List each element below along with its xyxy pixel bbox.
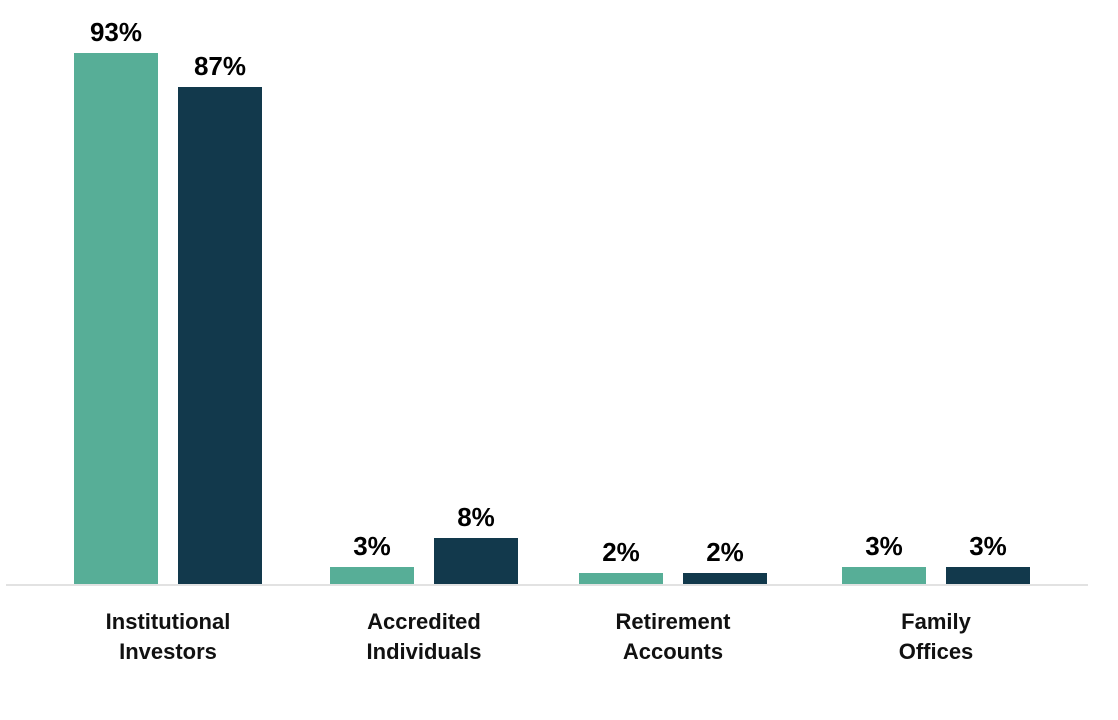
category-label-retirement-accounts: Retirement Accounts [615, 609, 731, 664]
value-label-family-offices-series-teal: 3% [865, 531, 903, 561]
category-label-institutional-investors: Institutional Investors [105, 609, 231, 664]
value-label-family-offices-series-navy: 3% [969, 531, 1007, 561]
x-axis-line [6, 584, 1088, 586]
bar-accredited-individuals-series-navy [434, 538, 518, 584]
bar-family-offices-series-teal [842, 567, 926, 584]
value-label-accredited-individuals-series-teal: 3% [353, 531, 391, 561]
bar-institutional-investors-series-navy [178, 87, 262, 584]
bar-family-offices-series-navy [946, 567, 1030, 584]
value-label-institutional-investors-series-teal: 93% [89, 17, 143, 47]
bar-accredited-individuals-series-teal [330, 567, 414, 584]
value-label-retirement-accounts-series-teal: 2% [602, 537, 640, 567]
value-label-institutional-investors-series-navy: 87% [193, 51, 247, 81]
bar-retirement-accounts-series-navy [683, 573, 767, 584]
bar-institutional-investors-series-teal [74, 53, 158, 584]
value-label-accredited-individuals-series-navy: 8% [457, 502, 495, 532]
category-label-accredited-individuals: Accredited Individuals [366, 609, 482, 664]
bar-retirement-accounts-series-teal [579, 573, 663, 584]
value-label-retirement-accounts-series-navy: 2% [706, 537, 744, 567]
category-label-family-offices: Family Offices [898, 609, 974, 664]
